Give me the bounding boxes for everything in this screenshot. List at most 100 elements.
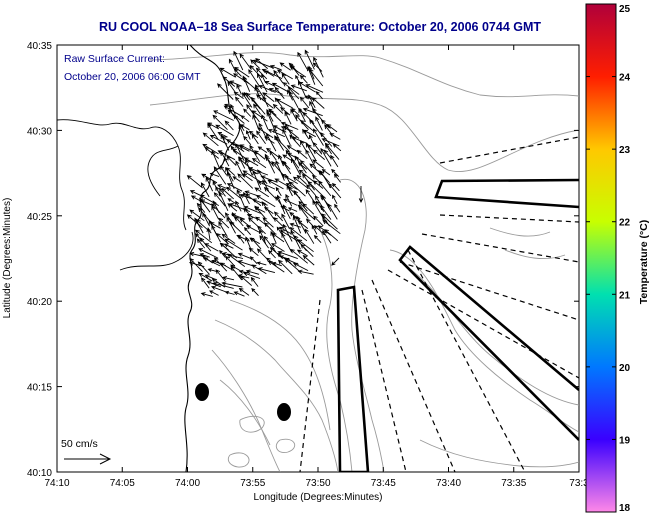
current-vector-arrow [226,186,243,200]
current-vector-arrow [219,242,238,259]
current-vector-arrow [211,224,221,243]
current-vector-arrow [229,221,245,236]
current-vector-arrow [294,155,307,174]
current-vector-arrow [305,84,324,93]
current-vector-arrow [315,116,323,131]
current-vector-arrow [196,238,206,249]
current-vector-arrow [236,84,242,95]
current-vector-arrow [226,183,243,192]
current-vector-arrow [275,160,285,181]
current-vector-arrow [207,123,219,140]
current-vector-arrow [264,153,276,174]
current-vector-arrow [322,229,332,244]
current-vector-arrow [280,121,299,130]
current-vector-arrow [233,291,245,297]
current-vector-arrow [213,192,226,207]
current-vector-arrow [268,249,276,259]
current-vector-arrow [271,232,285,243]
current-vector-arrow [290,84,307,92]
dashed-line [371,279,456,472]
current-vector-arrow [200,182,210,198]
current-vector-arrow [250,276,259,287]
current-vector-arrow [237,260,253,267]
current-vector-arrow [232,176,242,183]
current-vector-arrow [296,149,308,160]
dashed-line [407,249,526,472]
dashed-line [439,136,579,164]
current-vector-arrow [233,50,244,71]
current-vector-arrow [226,155,237,166]
current-vector-arrow [308,68,324,87]
current-vector-arrow [332,143,342,152]
current-vector-arrow [213,257,228,272]
current-vector-arrow [237,252,252,260]
current-vector-arrow [239,144,258,155]
current-vector-arrow [332,194,338,205]
current-vector-arrow [234,215,244,227]
station-dot [277,403,291,421]
current-vector-arrow [225,166,234,182]
current-vector-arrow [217,150,236,161]
dashed-line [361,289,407,472]
current-vector-arrow [212,281,234,289]
map-layer [57,45,579,472]
current-vector-arrow [289,226,308,242]
current-vector-arrow [297,80,307,99]
current-vector-arrow [258,228,267,244]
current-vector-arrow [243,271,261,279]
y-axis-label: Latitude (Degrees:Minutes) [2,198,13,319]
bathymetry-contour [149,93,579,172]
current-vector-arrow [257,73,268,93]
current-vector-arrow [299,159,316,177]
current-vector-arrow [283,198,298,206]
dashed-line [399,261,579,321]
x-tick-label: 74:10 [44,478,69,489]
current-vector-arrow [202,132,219,147]
current-vector-arrow [260,175,278,183]
current-vector-arrow [315,200,325,212]
current-vector-arrow [251,133,259,145]
current-vector-arrow [300,119,314,132]
current-vector-arrow [262,92,275,102]
current-vector-arrow [358,186,364,204]
current-vector-arrow [327,203,338,220]
current-vector-arrow [300,140,307,152]
current-vector-arrow [314,195,323,207]
current-vector-arrow [248,130,259,139]
current-vector-arrow [313,234,322,244]
current-vector-arrow [312,62,323,72]
y-tick-label: 40:15 [27,383,52,394]
current-vector-arrow [324,142,340,160]
current-vector-arrow [304,228,315,244]
current-vector-arrow [222,275,235,281]
current-vector-arrow [252,170,262,190]
current-vector-arrow [271,261,282,267]
current-vector-arrow [206,227,211,241]
current-vector-arrow [255,216,269,228]
current-vector-arrow [273,211,284,222]
current-vector-arrow [297,51,308,70]
colorbar-tick-label: 18 [619,503,631,514]
current-vector-arrow [289,181,306,197]
current-vector-arrow [251,158,267,169]
current-vector-arrow [196,202,206,213]
current-vector-arrow [262,179,269,192]
current-vector-arrow [189,209,205,222]
current-vector-arrow [213,110,234,121]
colorbar-ticks: 25 24 23 22 21 20 19 18 [586,3,631,514]
current-vector-arrow [245,225,262,234]
current-vector-arrow [311,97,325,109]
current-vector-arrow [224,157,230,167]
bathymetry-contour [389,249,579,433]
current-vector-arrow [249,144,261,162]
current-vector-arrow [250,96,266,115]
current-vector-arrow [303,129,316,138]
current-vector-arrow [235,160,245,177]
dashed-lines [299,136,579,472]
current-vector-arrow [219,249,226,258]
current-vector-arrow [281,72,290,85]
current-vector-arrow [236,189,245,207]
current-vector-arrow [281,232,292,253]
current-vector-arrow [277,259,293,275]
current-vector-arrow [209,290,219,296]
